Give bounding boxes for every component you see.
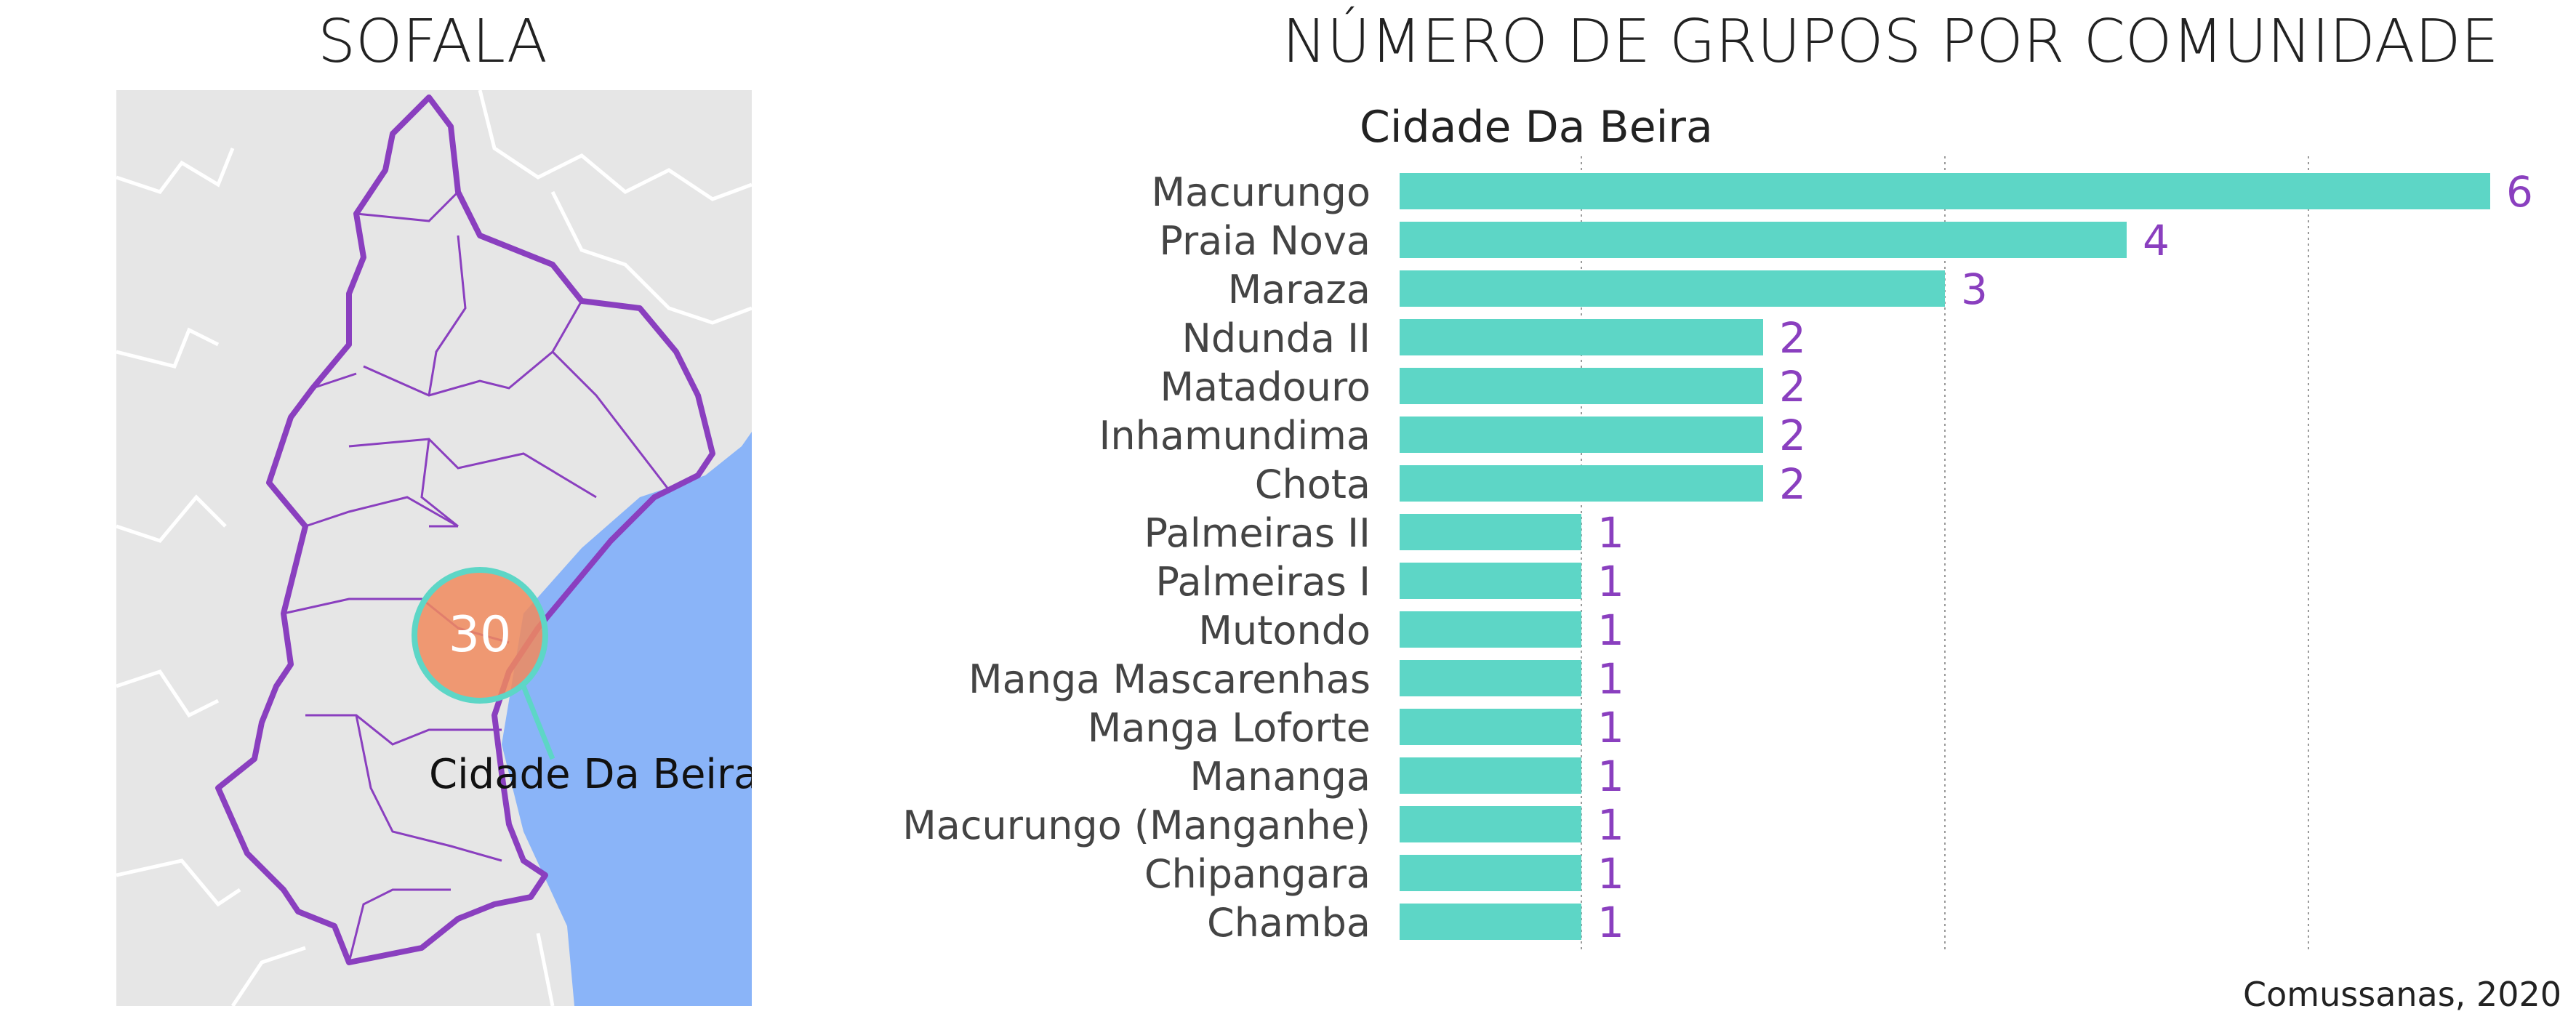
category-label: Manga Loforte <box>1088 705 1371 751</box>
value-label: 1 <box>1597 557 1624 606</box>
value-label: 1 <box>1597 508 1624 558</box>
category-label: Mananga <box>1189 754 1371 800</box>
bar[interactable] <box>1400 173 2490 209</box>
bar[interactable] <box>1400 368 1763 404</box>
sofala-map: 30 Cidade Da Beira <box>116 89 758 1007</box>
chart-subtitle: Cidade Da Beira <box>1360 102 1713 153</box>
value-label: 1 <box>1597 703 1624 752</box>
bar[interactable] <box>1400 611 1581 648</box>
category-label: Praia Nova <box>1159 218 1371 264</box>
marker-leader-line <box>521 685 555 760</box>
bar[interactable] <box>1400 270 1945 307</box>
value-label: 6 <box>2506 167 2533 217</box>
bar[interactable] <box>1400 904 1581 940</box>
bar[interactable] <box>1400 709 1581 745</box>
category-label: Palmeiras II <box>1144 510 1371 556</box>
value-label: 1 <box>1597 800 1624 850</box>
province-border <box>215 94 715 965</box>
bar[interactable] <box>1400 417 1763 453</box>
category-label: Mutondo <box>1198 608 1371 653</box>
source-note: Comussanas, 2020 <box>2243 975 2561 1014</box>
category-label: Chota <box>1255 462 1371 507</box>
map-panel: 30 Cidade Da Beira <box>116 89 758 1007</box>
bar[interactable] <box>1400 222 2127 258</box>
bar[interactable] <box>1400 757 1581 794</box>
value-label: 1 <box>1597 654 1624 704</box>
value-label: 2 <box>1779 362 1806 411</box>
sea-area <box>502 432 752 1006</box>
value-label: 1 <box>1597 898 1624 947</box>
value-label: 3 <box>1961 265 1988 314</box>
category-label: Ndunda II <box>1181 315 1371 361</box>
bar[interactable] <box>1400 855 1581 891</box>
bar[interactable] <box>1400 806 1581 842</box>
beira-marker[interactable] <box>412 567 548 704</box>
category-label: Palmeiras I <box>1155 559 1371 605</box>
category-label: Chamba <box>1207 900 1371 946</box>
bar[interactable] <box>1400 660 1581 696</box>
bar-chart: Cidade Da Beira Macurungo 6 Praia Nova 4 Mar… <box>902 102 2533 952</box>
value-label: 2 <box>1779 313 1806 363</box>
value-label: 1 <box>1597 849 1624 898</box>
chart-title: NÚMERO DE GRUPOS POR COMUNIDADE <box>1282 7 2499 76</box>
value-label: 4 <box>2143 216 2170 265</box>
category-label: Macurungo (Manganhe) <box>902 802 1371 848</box>
bar[interactable] <box>1400 319 1763 355</box>
category-label: Inhamundima <box>1099 413 1371 459</box>
value-label: 1 <box>1597 752 1624 801</box>
other-borders <box>116 89 753 1007</box>
value-label: 2 <box>1779 411 1806 460</box>
category-label: Manga Mascarenhas <box>968 656 1371 702</box>
category-label: Maraza <box>1228 267 1371 313</box>
category-label: Chipangara <box>1144 851 1371 897</box>
bar[interactable] <box>1400 563 1581 599</box>
bar[interactable] <box>1400 465 1763 502</box>
category-label: Macurungo <box>1151 169 1371 215</box>
map-title: SOFALA <box>318 7 547 76</box>
value-label: 2 <box>1779 459 1806 509</box>
bars-layer: Macurungo 6 Praia Nova 4 Maraza 3 Ndunda II 2 Ma… <box>902 167 2533 947</box>
marker-label: Cidade Da Beira <box>429 751 752 798</box>
bar[interactable] <box>1400 514 1581 550</box>
value-label: 1 <box>1597 605 1624 655</box>
category-label: Matadouro <box>1160 364 1371 410</box>
district-borders <box>283 190 670 963</box>
marker-value: 30 <box>449 606 512 664</box>
